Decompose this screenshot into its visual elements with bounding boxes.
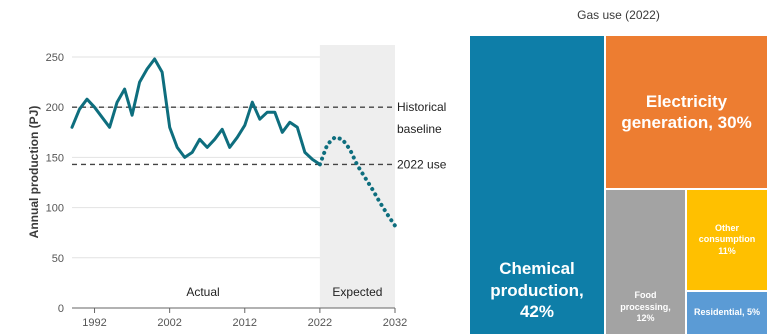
- series-line-actual: [70, 57, 322, 166]
- treemap-cell-food: Food processing, 12%: [606, 190, 685, 334]
- treemap-cell-chemical: Chemical production, 42%: [470, 36, 604, 334]
- treemap-cell-electricity: Electricity generation, 30%: [606, 36, 767, 188]
- y-tick-label: 0: [58, 303, 64, 315]
- treemap-cell-label: Food processing, 12%: [620, 290, 671, 323]
- reference-label-line: Historical: [397, 100, 446, 114]
- treemap-title: Gas use (2022): [577, 8, 660, 22]
- reference-label-2022-use: 2022 use: [397, 157, 447, 171]
- series-line-expected: [317, 135, 397, 228]
- x-tick-label: 2002: [157, 317, 181, 329]
- series-group: [70, 57, 397, 228]
- y-axis-label: Annual production (PJ): [27, 106, 41, 239]
- y-tick-label: 50: [52, 253, 64, 265]
- x-tick-label: 1992: [82, 317, 106, 329]
- axes: [72, 307, 396, 313]
- tick-labels: 0 50 100 150 200 250 1992 2002 2012 2022 2032: [46, 52, 408, 329]
- treemap-cell-residential: Residential, 5%: [687, 292, 767, 334]
- y-tick-label: 250: [46, 52, 64, 64]
- y-tick-label: 200: [46, 102, 64, 114]
- y-tick-label: 100: [46, 203, 64, 215]
- treemap-cell-label: Residential, 5%: [693, 307, 761, 318]
- reference-label-line: baseline: [397, 122, 442, 136]
- x-tick-label: 2012: [233, 317, 257, 329]
- region-label-actual: Actual: [186, 285, 219, 299]
- x-tick-label: 2032: [383, 317, 407, 329]
- expected-region: [319, 45, 395, 308]
- reference-label-historical-baseline: Historical baseline: [397, 100, 446, 136]
- treemap-cell-label: Other consumption 11%: [698, 223, 756, 256]
- treemap-cell-label: Chemical production, 42%: [490, 259, 584, 321]
- treemap-cell-label: Electricity generation, 30%: [621, 91, 752, 132]
- region-label-expected: Expected: [332, 285, 382, 299]
- x-tick-label: 2022: [308, 317, 332, 329]
- y-tick-label: 150: [46, 152, 64, 164]
- line-chart: 0 50 100 150 200 250 1992 2002 2012 2022 2032 Hist…: [27, 45, 447, 329]
- annotations: Historical baseline 2022 use Actual Expected: [186, 100, 446, 299]
- treemap-cell-other: Other consumption 11%: [687, 190, 767, 290]
